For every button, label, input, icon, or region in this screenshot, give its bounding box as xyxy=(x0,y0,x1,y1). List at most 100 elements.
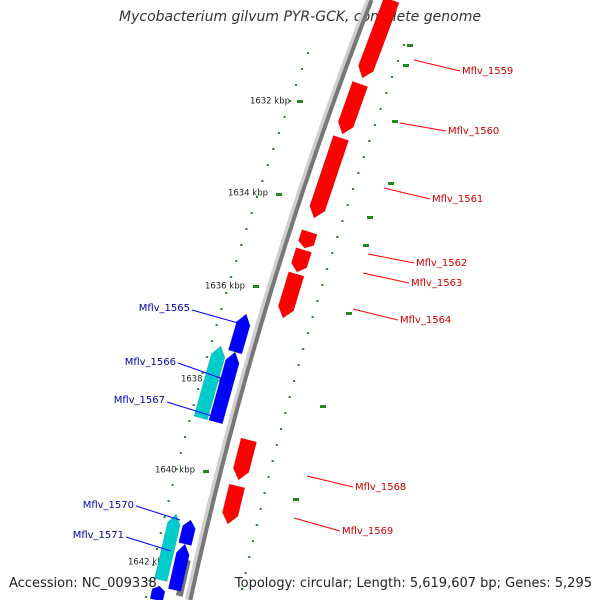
gene-reverse-7[interactable] xyxy=(149,585,166,600)
gene-forward-7[interactable] xyxy=(232,437,257,481)
minor-tick xyxy=(363,244,369,247)
accession-text: Accession: NC_009338 xyxy=(9,576,157,591)
gene-forward-6[interactable] xyxy=(277,271,305,319)
minor-tick xyxy=(244,572,247,574)
minor-tick xyxy=(241,588,244,590)
gene-reverse-4[interactable] xyxy=(178,519,196,546)
minor-tick xyxy=(263,492,266,494)
gene-label[interactable]: Mflv_1566 xyxy=(125,357,176,368)
label-leader xyxy=(306,475,354,488)
minor-tick xyxy=(235,260,238,262)
tick-label: 1634 kbp xyxy=(228,189,268,199)
label-leader xyxy=(166,401,213,417)
minor-tick xyxy=(331,252,334,254)
minor-tick xyxy=(402,44,405,46)
tick-label: 1640 kbp xyxy=(155,466,195,476)
minor-tick xyxy=(306,332,309,334)
tick-label: 1638 kbp xyxy=(181,375,221,385)
gene-label[interactable]: Mflv_1564 xyxy=(400,315,451,326)
minor-tick xyxy=(175,468,178,470)
minor-tick xyxy=(379,108,382,110)
minor-tick xyxy=(302,348,305,350)
label-leader xyxy=(177,362,227,381)
gene-label[interactable]: Mflv_1569 xyxy=(342,526,393,537)
gene-reverse-3[interactable] xyxy=(193,345,226,421)
gene-reverse-6[interactable] xyxy=(154,513,181,582)
gene-features xyxy=(149,0,400,600)
minor-tick xyxy=(271,460,274,462)
minor-tick xyxy=(240,244,243,246)
gene-reverse-2[interactable] xyxy=(208,351,240,425)
genome-backbone xyxy=(175,0,374,600)
minor-tick xyxy=(251,540,254,542)
minor-tick xyxy=(351,188,354,190)
gene-label[interactable]: Mflv_1561 xyxy=(432,194,483,205)
minor-tick xyxy=(155,548,158,550)
minor-tick xyxy=(163,516,166,518)
gene-label[interactable]: Mflv_1567 xyxy=(114,395,165,406)
genome-summary-text: Topology: circular; Length: 5,619,607 bp… xyxy=(234,576,592,591)
minor-tick xyxy=(385,92,388,94)
minor-tick xyxy=(396,60,399,62)
gene-forward-3[interactable] xyxy=(309,135,349,219)
minor-tick xyxy=(184,436,187,438)
gene-label[interactable]: Mflv_1560 xyxy=(448,126,499,137)
label-leader xyxy=(352,308,399,321)
gene-label[interactable]: Mflv_1563 xyxy=(411,278,462,289)
minor-tick xyxy=(145,596,148,598)
minor-tick xyxy=(336,236,339,238)
minor-tick xyxy=(368,140,371,142)
gene-forward-5[interactable] xyxy=(291,247,312,273)
minor-tick xyxy=(346,312,352,315)
tick-marks: 1632 kbp 1634 kbp 1636 kbp 1638 kbp 1640 kbp… xyxy=(128,44,413,598)
minor-tick xyxy=(220,308,223,310)
gene-label[interactable]: Mflv_1568 xyxy=(355,482,406,493)
minor-tick xyxy=(152,564,155,566)
gene-labels: Mflv_1559 Mflv_1560 Mflv_1561 Mflv_1562 Mflv… xyxy=(73,59,513,552)
minor-tick xyxy=(392,120,398,123)
minor-tick xyxy=(293,380,296,382)
minor-tick xyxy=(300,68,303,70)
gene-forward-2[interactable] xyxy=(337,80,369,135)
gene-label[interactable]: Mflv_1570 xyxy=(83,500,134,511)
minor-tick xyxy=(261,180,264,182)
minor-tick xyxy=(316,300,319,302)
minor-tick xyxy=(192,404,195,406)
minor-tick xyxy=(320,405,326,408)
minor-tick xyxy=(306,52,309,54)
gene-forward-4[interactable] xyxy=(298,229,318,249)
minor-tick xyxy=(159,532,162,534)
major-tick xyxy=(253,285,259,288)
gene-label[interactable]: Mflv_1571 xyxy=(73,530,124,541)
minor-tick xyxy=(373,124,376,126)
minor-tick xyxy=(255,196,258,198)
minor-tick xyxy=(284,412,287,414)
minor-tick xyxy=(362,156,365,158)
gene-forward-1[interactable] xyxy=(358,0,400,79)
major-tick xyxy=(297,100,303,103)
minor-tick xyxy=(288,396,291,398)
label-leader xyxy=(413,59,461,72)
minor-tick xyxy=(210,340,213,342)
minor-tick xyxy=(179,452,182,454)
minor-tick xyxy=(289,100,292,102)
label-leader xyxy=(135,505,181,521)
gene-reverse-1[interactable] xyxy=(228,313,251,355)
minor-tick xyxy=(167,500,170,502)
gene-label[interactable]: Mflv_1559 xyxy=(462,66,513,77)
gene-label[interactable]: Mflv_1562 xyxy=(416,258,467,269)
minor-tick xyxy=(259,508,262,510)
minor-tick xyxy=(357,172,360,174)
minor-tick xyxy=(250,212,253,214)
minor-tick xyxy=(267,476,270,478)
gene-forward-8[interactable] xyxy=(222,483,246,525)
minor-tick xyxy=(295,84,298,86)
minor-tick xyxy=(266,164,269,166)
major-tick xyxy=(276,193,282,196)
gene-reverse-5[interactable] xyxy=(167,543,190,592)
label-leader xyxy=(362,272,410,284)
gene-label[interactable]: Mflv_1565 xyxy=(139,303,190,314)
label-leader xyxy=(367,253,415,264)
label-leader xyxy=(383,187,431,200)
